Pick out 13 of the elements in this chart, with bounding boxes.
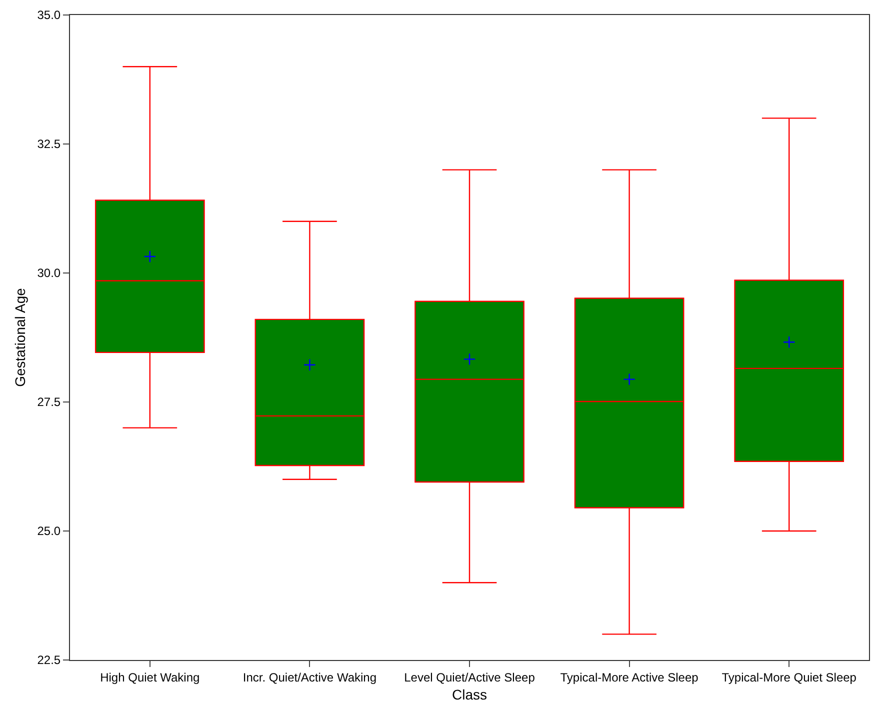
x-tick-label: Level Quiet/Active Sleep bbox=[404, 670, 536, 684]
y-tick-label: 25.0 bbox=[37, 524, 61, 538]
x-tick-label: High Quiet Waking bbox=[100, 670, 200, 684]
y-tick-label: 22.5 bbox=[37, 653, 61, 668]
y-tick-label: 35.0 bbox=[37, 8, 61, 22]
y-tick-label: 27.5 bbox=[37, 395, 61, 410]
x-tick-label: Typical-More Quiet Sleep bbox=[722, 670, 857, 684]
x-tick-label: Typical-More Active Sleep bbox=[560, 670, 699, 684]
y-tick-label: 32.5 bbox=[37, 137, 61, 152]
x-axis-title: Class bbox=[452, 686, 488, 703]
y-tick-label: 30.0 bbox=[37, 266, 61, 280]
x-tick-label: Incr. Quiet/Active Waking bbox=[242, 670, 377, 684]
y-axis-title: Gestational Age bbox=[12, 288, 28, 387]
